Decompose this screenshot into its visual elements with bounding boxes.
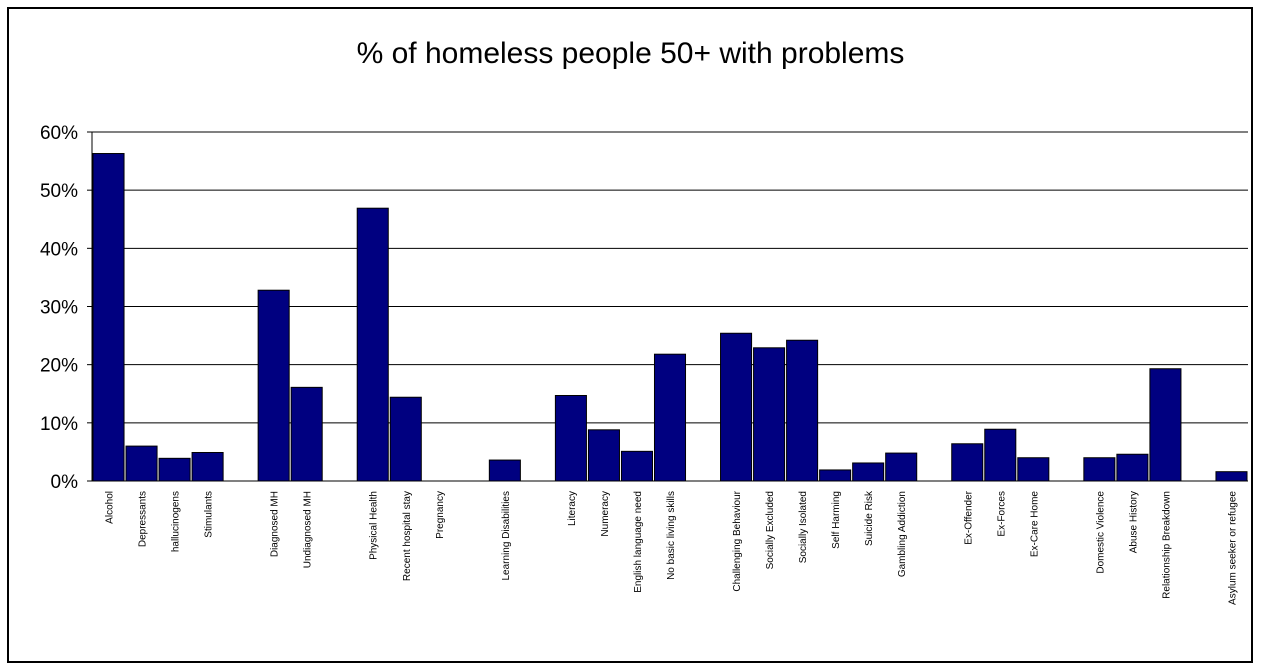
bar [356, 207, 389, 482]
x-tick-label: Relationship Breakdown [1161, 491, 1172, 599]
y-axis: 0% 10% 20% 30% 40% 50% 60% [40, 123, 1248, 493]
x-tick-label: Stimulants [204, 491, 215, 538]
bar [819, 469, 852, 482]
bar [1083, 457, 1116, 482]
y-tick-label: 50% [40, 181, 78, 202]
bar [389, 396, 422, 482]
x-tick-label: Recent hospital stay [402, 491, 413, 581]
bar [852, 462, 885, 482]
x-tick-label: Ex-Forces [996, 491, 1007, 537]
x-tick-label: Abuse History [1128, 491, 1139, 553]
x-tick-label: Ex-Offender [963, 490, 974, 544]
x-tick-label: Self Harming [831, 491, 842, 549]
y-tick-label: 60% [40, 123, 78, 144]
y-tick-label: 10% [40, 414, 78, 435]
x-tick-label: Gambling Addiction [897, 491, 908, 577]
x-tick-label: Socially Excluded [765, 491, 776, 569]
bar [1149, 368, 1182, 482]
bar [290, 386, 323, 482]
bar [1116, 453, 1149, 482]
bar [786, 339, 819, 482]
x-tick-label: Suicide Risk [864, 490, 875, 546]
x-tick-label: Undiagnosed MH [303, 491, 314, 568]
x-tick-label: Depressants [138, 491, 149, 547]
x-tick-label: English language need [633, 491, 644, 593]
x-tick-label: Alcohol [105, 491, 116, 524]
bar [92, 153, 125, 482]
bar [488, 459, 521, 482]
bar [191, 451, 224, 482]
bars [92, 153, 1248, 482]
chart-title: % of homeless people 50+ with problems [356, 37, 905, 70]
x-tick-label: Socially Isolated [798, 491, 809, 563]
bar [720, 332, 753, 482]
x-tick-label: Diagnosed MH [270, 491, 281, 557]
x-tick-label: Asylum seeker or refugee [1227, 491, 1238, 605]
bar [653, 353, 687, 482]
x-axis-labels: Alcohol Depressants hallucinogens Stimulant… [105, 490, 1239, 605]
bar [125, 445, 158, 482]
x-tick-label: hallucinogens [171, 491, 182, 552]
bar [753, 347, 786, 482]
y-tick-label: 30% [40, 298, 78, 319]
y-tick-label: 20% [40, 356, 78, 377]
bar [620, 450, 653, 482]
bar [554, 394, 587, 482]
x-tick-label: Ex-Care Home [1029, 491, 1040, 558]
x-tick-label: Domestic Violence [1095, 491, 1106, 574]
y-tick-label: 0% [51, 472, 79, 493]
x-tick-label: Challenging Behaviour [732, 490, 743, 591]
bar [158, 457, 191, 482]
bar [984, 428, 1017, 482]
bar [951, 443, 984, 482]
y-tick-label: 40% [40, 239, 78, 260]
x-tick-label: Physical Health [369, 491, 380, 560]
bar [1017, 457, 1050, 482]
bar [1215, 471, 1248, 482]
x-tick-label: Learning Disabilities [501, 491, 512, 581]
bar [257, 289, 290, 482]
chart-frame [7, 7, 1253, 663]
x-tick-label: No basic living skills [666, 491, 677, 580]
x-tick-label: Literacy [567, 491, 578, 526]
bar [885, 452, 918, 482]
x-tick-label: Pregnancy [435, 491, 446, 539]
bar [587, 429, 620, 482]
x-tick-label: Numeracy [600, 491, 611, 537]
